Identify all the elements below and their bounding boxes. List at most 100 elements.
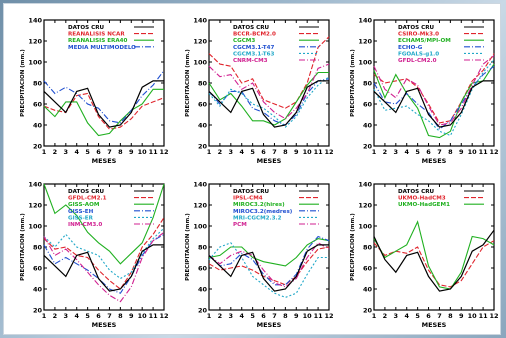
y-axis-label: PRECIPITACION (mm.) xyxy=(350,49,356,117)
series-line xyxy=(208,242,330,288)
x-tick-label: 1 xyxy=(42,148,47,156)
series-line xyxy=(373,65,495,130)
x-tick-label: 3 xyxy=(64,148,69,156)
series-line xyxy=(43,183,165,265)
x-tick-label: 6 xyxy=(261,148,266,156)
x-tick-label: 6 xyxy=(426,312,431,320)
series-line xyxy=(43,227,165,280)
y-tick-label: 20 xyxy=(33,307,43,315)
legend-label: UKMO-HadGEM1 xyxy=(398,202,450,208)
x-tick-label: 10 xyxy=(138,312,148,320)
y-axis-label: PRECIPITACION (mm.) xyxy=(20,213,26,281)
chart-panel: 20 40 60 80 100 120 140 1 2 3 4 5 6 7 8 9 10 11 12 MESES PRE… xyxy=(175,174,335,332)
x-tick-label: 5 xyxy=(415,312,420,320)
x-axis-label: MESES xyxy=(422,157,447,165)
x-tick-label: 2 xyxy=(218,312,223,320)
x-tick-label: 10 xyxy=(468,312,478,320)
x-tick-label: 9 xyxy=(459,148,464,156)
x-tick-label: 3 xyxy=(394,148,399,156)
legend-label: UKMO-HadCM3 xyxy=(398,196,446,202)
chart-panel: 20 40 60 80 100 120 140 1 2 3 4 5 6 7 8 9 10 11 12 MESES PRE… xyxy=(10,174,170,332)
x-tick-label: 9 xyxy=(459,312,464,320)
series-line xyxy=(208,63,330,120)
x-tick-label: 8 xyxy=(448,148,453,156)
series-line xyxy=(43,233,165,294)
legend-label: MIROC3.2(medres) xyxy=(233,209,293,215)
x-tick-label: 9 xyxy=(129,148,134,156)
y-axis-label: PRECIPITACION (mm.) xyxy=(185,49,191,117)
x-tick-label: 4 xyxy=(239,312,244,320)
series-line xyxy=(208,238,330,267)
series-line xyxy=(373,229,495,292)
x-tick-label: 4 xyxy=(239,148,244,156)
series-line xyxy=(373,53,495,124)
y-tick-label: 100 xyxy=(28,223,42,231)
x-tick-label: 12 xyxy=(159,312,168,320)
x-tick-label: 9 xyxy=(294,148,299,156)
series-line xyxy=(208,246,330,286)
x-tick-label: 7 xyxy=(437,148,442,156)
x-tick-label: 6 xyxy=(426,148,431,156)
y-tick-label: 80 xyxy=(198,80,208,88)
series-line xyxy=(43,244,164,292)
y-tick-label: 80 xyxy=(363,80,373,88)
legend-label: DATOS CRU xyxy=(68,25,104,31)
y-axis-label: PRECIPITACION (mm.) xyxy=(350,213,356,281)
series-line xyxy=(373,80,494,128)
y-tick-label: 60 xyxy=(363,101,373,109)
series-line xyxy=(373,59,495,137)
y-tick-label: 140 xyxy=(358,17,372,25)
y-tick-label: 60 xyxy=(198,101,208,109)
x-tick-label: 12 xyxy=(159,148,168,156)
series-line xyxy=(208,242,329,298)
legend-label: PCM xyxy=(233,222,247,228)
series-line xyxy=(43,70,165,124)
y-tick-label: 80 xyxy=(363,244,373,252)
series-line xyxy=(43,92,165,130)
y-tick-label: 80 xyxy=(33,80,43,88)
series-line xyxy=(43,231,165,303)
x-tick-label: 5 xyxy=(85,312,90,320)
x-tick-label: 2 xyxy=(383,312,388,320)
series-line xyxy=(208,71,329,126)
x-axis-label: MESES xyxy=(257,157,282,165)
y-tick-label: 60 xyxy=(198,265,208,273)
legend-label: ECHO-G xyxy=(398,45,423,51)
x-tick-label: 4 xyxy=(74,312,79,320)
legend-label: ECHAM5/MPI-OM xyxy=(398,38,451,44)
y-tick-label: 40 xyxy=(363,122,373,130)
y-tick-label: 40 xyxy=(33,286,43,294)
x-tick-label: 5 xyxy=(250,312,255,320)
x-tick-label: 1 xyxy=(207,148,212,156)
legend-label: GISS-EH xyxy=(68,209,94,215)
x-tick-label: 11 xyxy=(149,312,159,320)
legend-label: INM-CM3.0 xyxy=(68,222,102,228)
x-tick-label: 12 xyxy=(324,148,333,156)
y-tick-label: 60 xyxy=(363,265,373,273)
x-tick-label: 10 xyxy=(138,148,148,156)
x-tick-label: 3 xyxy=(64,312,69,320)
legend-label: MRI-CGCM2.3.2 xyxy=(233,215,282,221)
y-axis-label: PRECIPITACION (mm.) xyxy=(185,213,191,281)
y-axis-label: PRECIPITACION (mm.) xyxy=(20,49,26,117)
plot-frame xyxy=(208,19,330,147)
x-tick-label: 6 xyxy=(96,312,101,320)
y-tick-label: 40 xyxy=(363,286,373,294)
y-tick-label: 40 xyxy=(33,122,43,130)
legend-label: CNRM-CM3 xyxy=(233,58,268,64)
x-tick-label: 3 xyxy=(229,148,234,156)
x-tick-label: 8 xyxy=(118,148,123,156)
series-line xyxy=(208,235,330,286)
x-tick-label: 11 xyxy=(314,312,324,320)
y-tick-label: 20 xyxy=(198,307,208,315)
x-tick-label: 1 xyxy=(42,312,47,320)
y-tick-label: 100 xyxy=(193,59,207,67)
y-tick-label: 140 xyxy=(193,181,207,189)
legend-label: FGOALS-g1.0 xyxy=(398,51,439,57)
x-tick-label: 5 xyxy=(415,148,420,156)
legend-label: DATOS CRU xyxy=(398,189,434,195)
series-line xyxy=(43,217,165,290)
legend-label: MIROC3.2(hires) xyxy=(233,202,285,208)
x-tick-label: 4 xyxy=(404,312,409,320)
